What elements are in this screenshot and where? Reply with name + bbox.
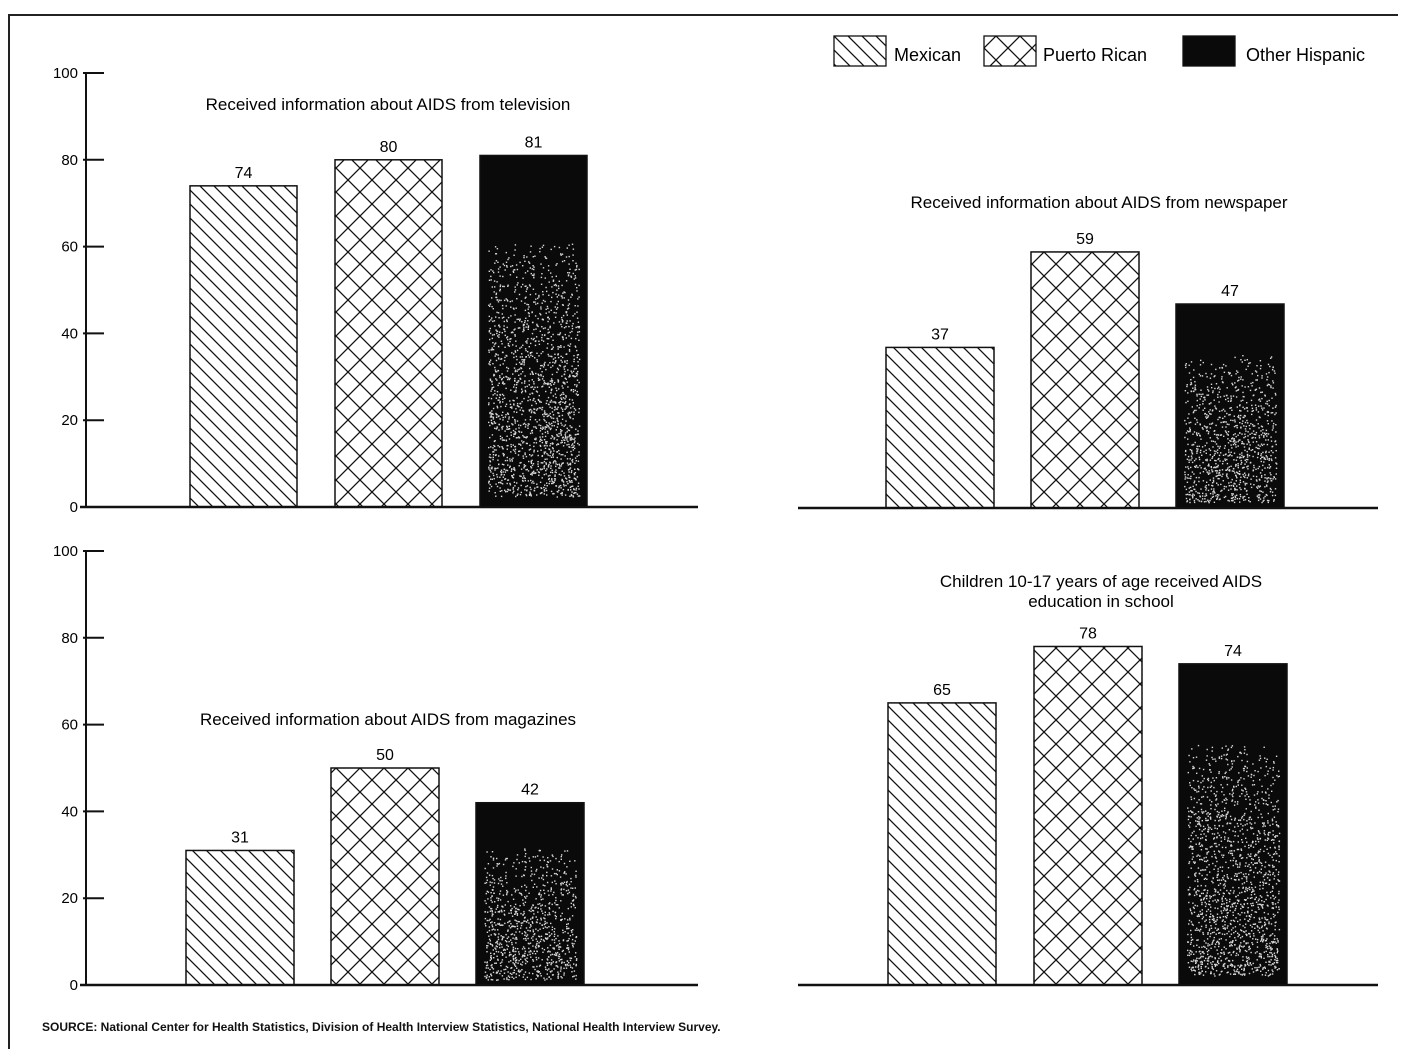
- bar-texture: [488, 243, 581, 498]
- bar-mexican: [185, 849, 295, 986]
- legend: Mexican Puerto Rican Other Hispanic: [833, 35, 1365, 67]
- bar-puerto-rican: [1033, 645, 1143, 986]
- chart-frame: [8, 14, 1398, 1049]
- bar-value-label: 47: [1221, 283, 1239, 300]
- y-tick-label: 0: [70, 977, 78, 994]
- panel-title: Received information about AIDS from tel…: [206, 95, 571, 114]
- legend-swatch-puerto-rican: [983, 35, 1037, 67]
- y-tick-label: 20: [61, 412, 78, 429]
- y-tick-label: 80: [61, 152, 78, 169]
- source-note: SOURCE: National Center for Health Stati…: [42, 1020, 721, 1034]
- bar-value-label: 65: [933, 682, 951, 699]
- chart-panels: Received information about AIDS from tel…: [53, 65, 1378, 994]
- bar-other-hispanic: [1175, 303, 1285, 509]
- y-tick-label: 40: [61, 803, 78, 820]
- panel-3: Received information about AIDS from mag…: [53, 543, 698, 994]
- bar-value-label: 42: [521, 782, 539, 799]
- bar-value-label: 59: [1076, 231, 1094, 248]
- bar-mexican: [189, 185, 298, 508]
- bar-texture: [484, 848, 578, 981]
- panel-title: Received information about AIDS from mag…: [200, 710, 576, 729]
- bar-texture: [1187, 744, 1281, 977]
- y-tick-label: 60: [61, 239, 78, 256]
- panel-title: Children 10-17 years of age received AID…: [940, 572, 1262, 611]
- y-tick-label: 80: [61, 630, 78, 647]
- bar-value-label: 74: [1224, 643, 1242, 660]
- bar-puerto-rican: [334, 159, 443, 508]
- panel-title: Received information about AIDS from new…: [910, 193, 1287, 212]
- legend-swatch-mexican: [833, 35, 887, 67]
- bar-value-label: 74: [235, 165, 253, 182]
- bar-value-label: 78: [1079, 625, 1097, 642]
- y-tick-label: 100: [53, 543, 78, 560]
- bar-value-label: 31: [231, 829, 249, 846]
- legend-label-puerto-rican: Puerto Rican: [1043, 45, 1147, 65]
- y-tick-label: 40: [61, 325, 78, 342]
- panel-1: Received information about AIDS from tel…: [53, 65, 698, 516]
- y-tick-label: 20: [61, 890, 78, 907]
- bar-mexican: [885, 346, 995, 509]
- bar-mexican: [887, 702, 997, 986]
- panel-2: Received information about AIDS from new…: [798, 193, 1378, 510]
- y-tick-label: 60: [61, 717, 78, 734]
- bar-value-label: 80: [380, 139, 398, 156]
- panel-4: Children 10-17 years of age received AID…: [798, 572, 1378, 987]
- bar-puerto-rican: [330, 767, 440, 986]
- bar-texture: [1184, 355, 1278, 504]
- legend-label-other-hispanic: Other Hispanic: [1246, 45, 1365, 65]
- bar-puerto-rican: [1030, 251, 1140, 509]
- y-tick-label: 100: [53, 65, 78, 82]
- bar-value-label: 37: [931, 326, 949, 343]
- bar-value-label: 50: [376, 747, 394, 764]
- y-tick-label: 0: [70, 499, 78, 516]
- legend-label-mexican: Mexican: [894, 45, 961, 65]
- legend-swatch-other-hispanic: [1182, 35, 1236, 67]
- bar-other-hispanic: [1178, 663, 1288, 986]
- bar-value-label: 81: [525, 134, 543, 151]
